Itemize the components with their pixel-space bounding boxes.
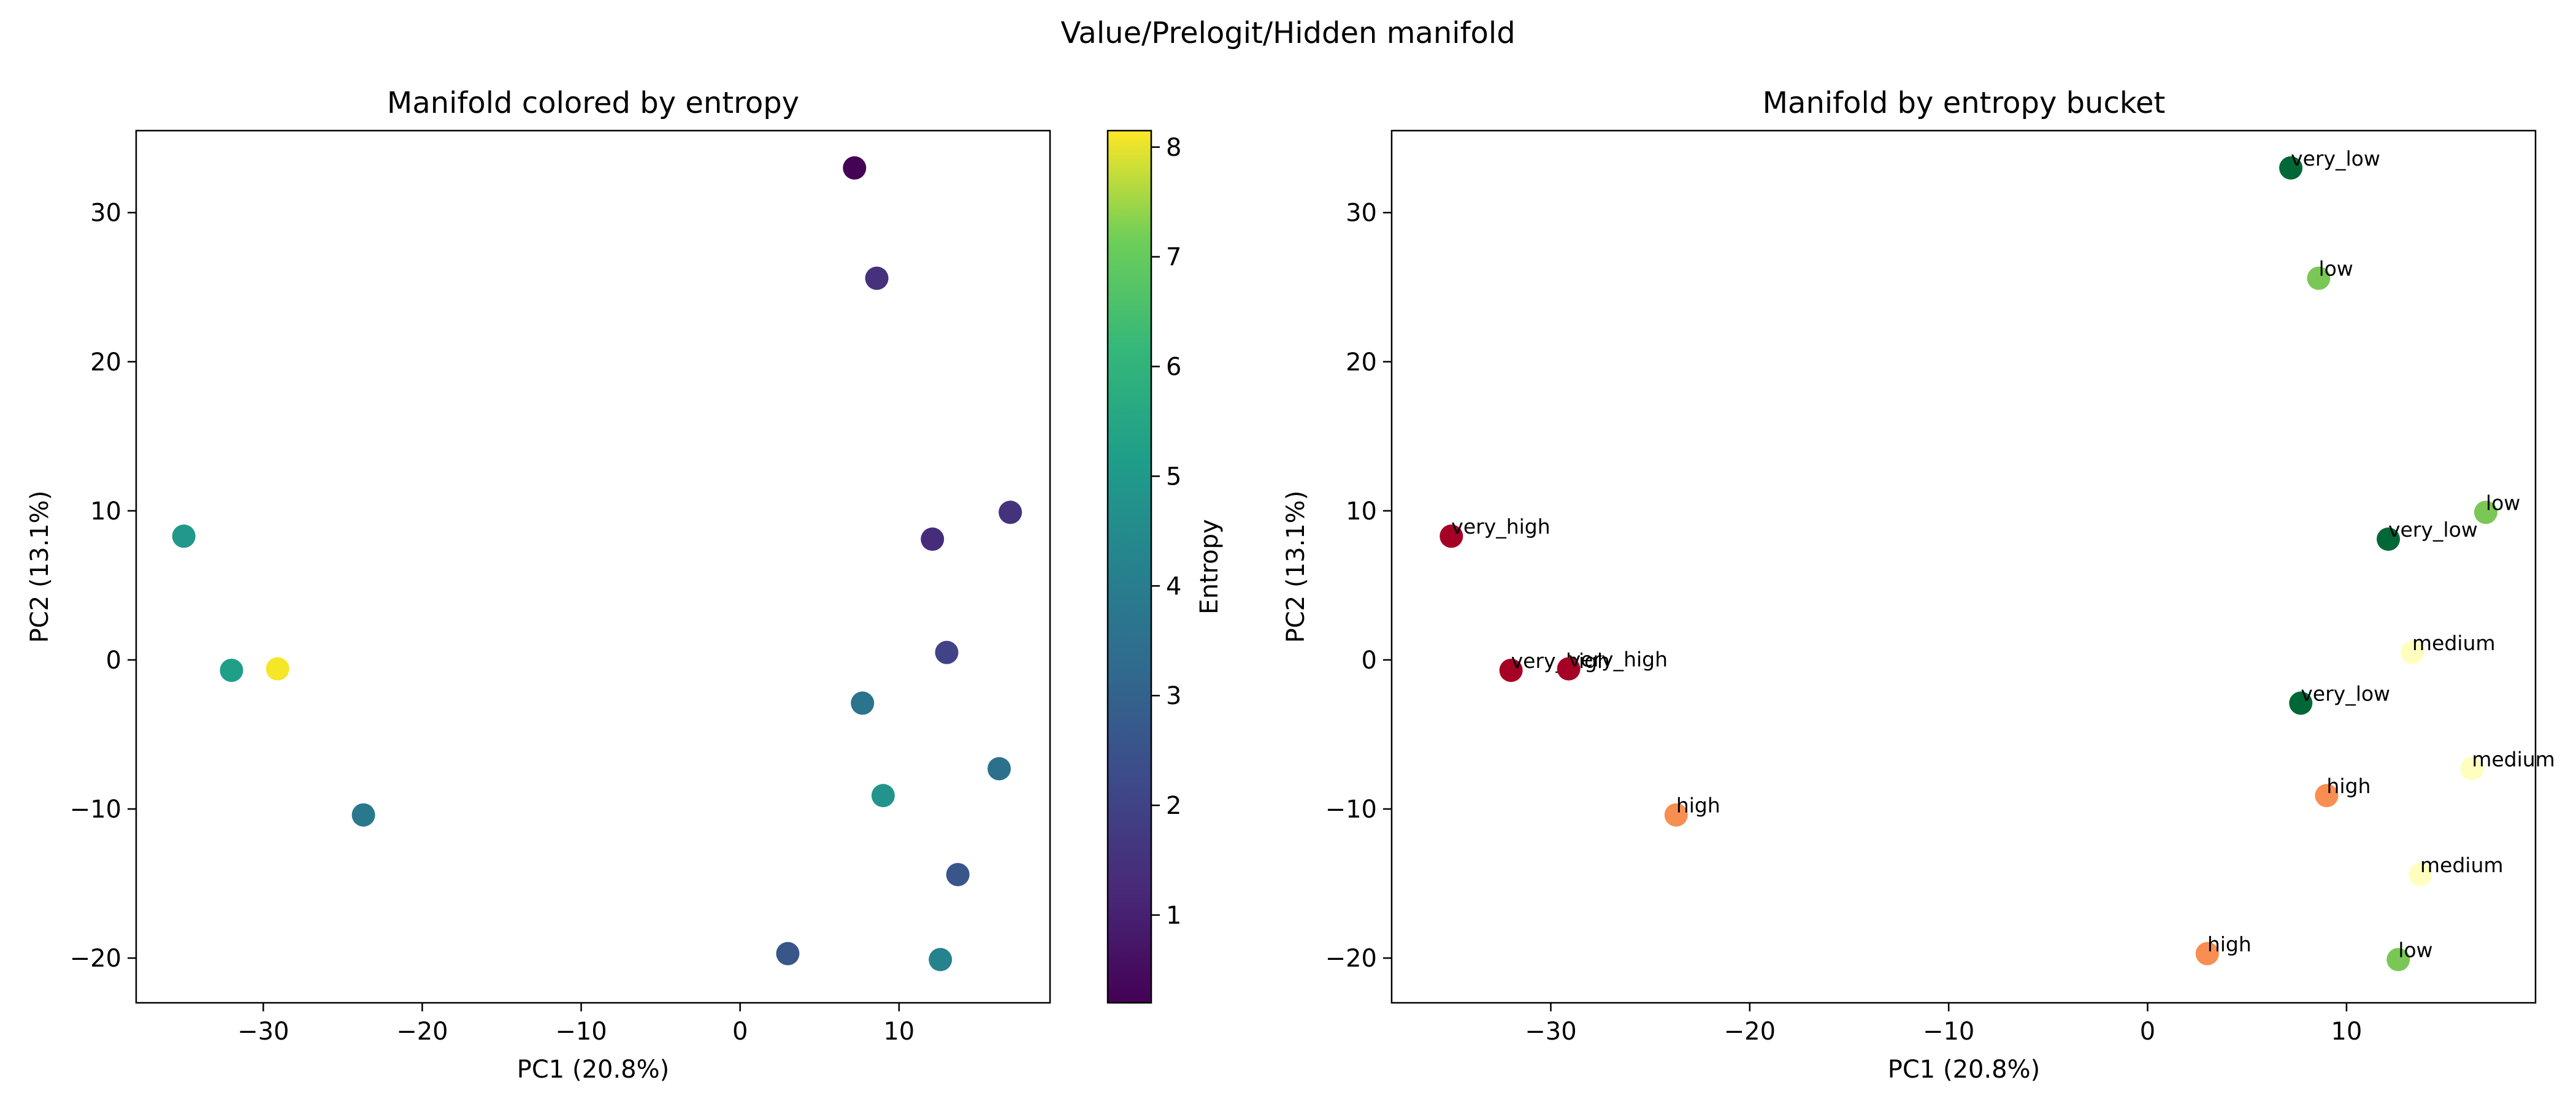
left-axis-ticks: −30 −20 −10 0 10 −20 −10 0 10 20 30 <box>70 199 915 1046</box>
right-panel-title: Manifold by entropy bucket <box>1763 86 2166 120</box>
bucket-point-very_low <box>2376 527 2400 551</box>
left-x-axis-label: PC1 (20.8%) <box>517 1056 670 1084</box>
bucket-point-label: very_low <box>2388 518 2478 542</box>
left-x-tick-label: −10 <box>555 1018 607 1046</box>
entropy-point <box>921 527 945 551</box>
left-y-tick-label: −10 <box>70 795 121 824</box>
bucket-point-label: very_high <box>1569 648 1668 672</box>
right-y-tick-label: −10 <box>1325 795 1377 824</box>
entropy-point <box>843 156 867 180</box>
entropy-point <box>851 691 875 715</box>
bucket-point-low <box>2386 948 2410 972</box>
right-y-tick-label: −20 <box>1325 945 1377 973</box>
right-x-tick-label: 10 <box>2331 1018 2362 1046</box>
entropy-point <box>351 803 375 827</box>
right-y-tick-label: 30 <box>1346 199 1377 228</box>
bucket-point-label: very_low <box>2301 681 2390 705</box>
colorbar-tick-label: 8 <box>1166 134 1181 162</box>
bucket-point-label: medium <box>2472 747 2555 771</box>
bucket-point-low <box>2474 500 2497 524</box>
colorbar-tick-label: 7 <box>1166 243 1181 272</box>
bucket-point-label: high <box>1676 794 1720 818</box>
entropy-point <box>946 862 970 886</box>
right-y-axis-label: PC2 (13.1%) <box>1282 491 1310 643</box>
left-x-tick-label: −20 <box>396 1018 448 1046</box>
bucket-point-very_low <box>2279 156 2303 180</box>
colorbar-ticks: 1 2 3 4 5 6 7 8 <box>1151 134 1181 930</box>
colorbar-gradient <box>1106 129 1152 1004</box>
bucket-point-medium <box>2400 640 2424 664</box>
entropy-point <box>935 640 959 664</box>
left-panel-title: Manifold colored by entropy <box>387 86 799 120</box>
entropy-point <box>220 658 243 682</box>
right-x-tick-label: −30 <box>1525 1018 1576 1046</box>
left-x-tick-label: 0 <box>732 1018 748 1046</box>
bucket-point-very_high <box>1499 658 1523 682</box>
entropy-point <box>266 657 289 681</box>
left-x-tick-label: 10 <box>883 1018 914 1046</box>
bucket-point-high <box>2195 941 2219 965</box>
left-y-tick-label: 10 <box>90 497 121 526</box>
bucket-point-label: low <box>2486 491 2520 515</box>
figure-title: Value/Prelogit/Hidden manifold <box>1060 16 1515 50</box>
bucket-point-label: medium <box>2412 631 2496 655</box>
bucket-point-label: high <box>2326 774 2371 798</box>
left-y-tick-label: 20 <box>90 348 121 377</box>
colorbar-tick-label: 3 <box>1166 682 1181 710</box>
bucket-point-very_low <box>2289 691 2313 715</box>
bucket-point-very_high <box>1439 524 1463 548</box>
entropy-point <box>865 266 889 290</box>
bucket-point-label: medium <box>2420 853 2504 877</box>
right-y-tick-label: 0 <box>1362 646 1377 675</box>
colorbar-tick-label: 4 <box>1166 572 1181 600</box>
bucket-point-high <box>2315 784 2339 808</box>
bucket-scatter-panel: Manifold by entropy bucket −30 −20 −10 0 10−… <box>1282 86 2555 1084</box>
right-x-tick-label: −20 <box>1724 1018 1776 1046</box>
left-y-tick-label: −20 <box>70 945 121 973</box>
colorbar-tick-label: 6 <box>1166 353 1181 381</box>
entropy-scatter-panel: Manifold colored by entropy −30 −20 −10 0 10… <box>26 86 1051 1084</box>
bucket-point-medium <box>2408 862 2432 886</box>
entropy-point <box>871 784 895 808</box>
colorbar-label: Entropy <box>1195 519 1224 614</box>
bucket-point-label: very_high <box>1451 515 1550 539</box>
left-y-tick-label: 0 <box>106 646 121 675</box>
right-y-tick-label: 10 <box>1346 497 1377 526</box>
bucket-point-label: low <box>2398 938 2432 962</box>
bucket-point-high <box>1664 803 1688 827</box>
left-plot-frame <box>135 129 1051 1004</box>
right-y-tick-label: 20 <box>1346 348 1377 377</box>
bucket-point-label: low <box>2318 257 2353 281</box>
right-x-tick-label: 0 <box>2140 1018 2155 1046</box>
entropy-point <box>999 500 1022 524</box>
bucket-point-label: very_low <box>2291 147 2380 171</box>
left-y-tick-label: 30 <box>90 199 121 228</box>
right-x-tick-label: −10 <box>1923 1018 1974 1046</box>
right-plot-frame <box>1390 129 2537 1004</box>
entropy-colorbar: 1 2 3 4 5 6 7 8 Entropy <box>1106 129 1224 1004</box>
entropy-point <box>987 757 1011 781</box>
bucket-point-low <box>2307 266 2331 290</box>
left-x-tick-label: −30 <box>237 1018 289 1046</box>
left-scatter-points <box>172 156 1022 972</box>
bucket-point-label: high <box>2207 932 2252 956</box>
entropy-point <box>929 948 953 972</box>
colorbar-tick-label: 5 <box>1166 462 1181 491</box>
colorbar-tick-label: 1 <box>1166 902 1181 930</box>
bucket-point-medium <box>2460 757 2484 781</box>
bucket-point-very_high <box>1557 657 1581 681</box>
left-y-axis-label: PC2 (13.1%) <box>26 491 54 643</box>
entropy-point <box>172 524 196 548</box>
right-x-axis-label: PC1 (20.8%) <box>1888 1056 2041 1084</box>
right-axis-ticks: −30 −20 −10 0 10 −20 −10 0 10 20 30 <box>1325 199 2363 1046</box>
colorbar-tick-label: 2 <box>1166 792 1181 820</box>
entropy-point <box>776 941 800 965</box>
